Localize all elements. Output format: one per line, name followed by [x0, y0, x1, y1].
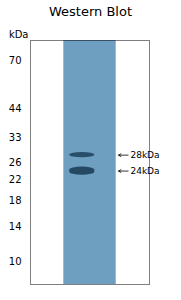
svg-text:14: 14 [9, 221, 22, 232]
svg-text:26: 26 [9, 157, 22, 168]
svg-text:44: 44 [9, 103, 22, 114]
svg-text:18: 18 [9, 195, 22, 206]
svg-text:28kDa: 28kDa [130, 150, 159, 160]
html-text:Western Blot: Western Blot [49, 4, 132, 19]
svg-text:70: 70 [9, 55, 22, 66]
svg-text:22: 22 [9, 174, 22, 185]
svg-text:24kDa: 24kDa [130, 166, 159, 176]
svg-text:10: 10 [9, 256, 22, 267]
svg-text:kDa: kDa [9, 29, 29, 40]
svg-text:33: 33 [9, 132, 22, 143]
